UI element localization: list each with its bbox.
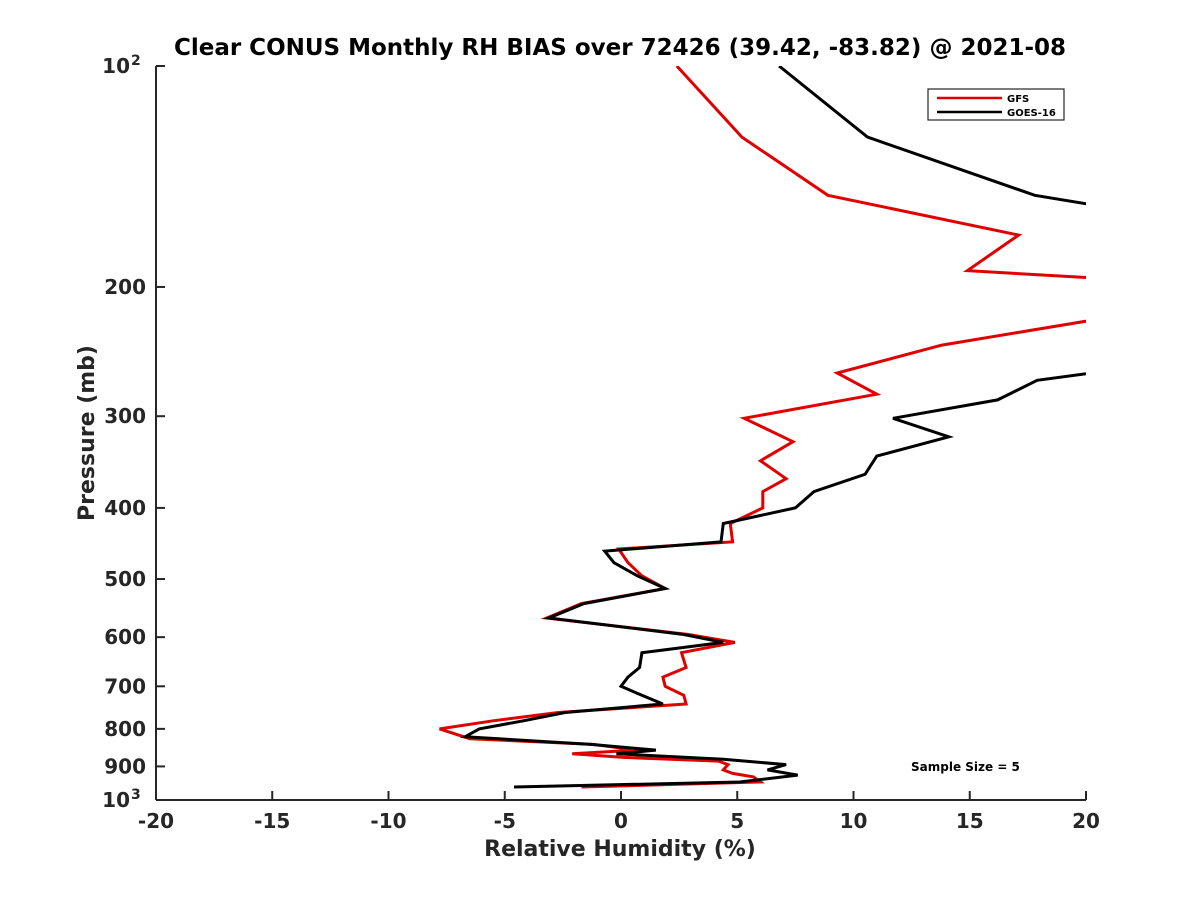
y-tick-label: 800: [104, 717, 146, 741]
series-line-goes-16: [459, 66, 1086, 789]
series-line-gfs: [439, 66, 1086, 789]
y-tick-exponent: 2: [131, 53, 141, 69]
x-tick-label: -10: [370, 809, 406, 833]
y-tick-exponent: 3: [131, 787, 141, 803]
x-tick-label: 5: [730, 809, 744, 833]
y-tick-label: 700: [104, 674, 146, 698]
sample-size-annotation: Sample Size = 5: [911, 760, 1020, 774]
y-tick-label: 300: [104, 404, 146, 428]
y-tick-label: 400: [104, 496, 146, 520]
x-tick-label: 0: [614, 809, 628, 833]
x-tick-label: -15: [254, 809, 290, 833]
x-tick-label: 20: [1072, 809, 1100, 833]
y-tick-label: 10: [102, 788, 130, 812]
y-tick-label: 200: [104, 275, 146, 299]
x-tick-label: 10: [840, 809, 868, 833]
chart-title: Clear CONUS Monthly RH BIAS over 72426 (…: [174, 35, 1066, 61]
y-axis-label: Pressure (mb): [75, 345, 100, 521]
x-tick-label: -5: [494, 809, 516, 833]
x-ticks: -20 -15 -10 -5 0 5 10 15 20: [138, 791, 1100, 833]
x-tick-label: 15: [956, 809, 984, 833]
y-tick-label: 500: [104, 567, 146, 591]
legend: GFS GOES-16: [927, 88, 1065, 121]
axes-layer: [155, 66, 1086, 801]
series-layer: [439, 66, 1086, 789]
x-tick-label: -20: [138, 809, 174, 833]
legend-label: GOES-16: [1007, 108, 1056, 119]
y-tick-label: 900: [104, 754, 146, 778]
legend-box: [927, 88, 1065, 121]
legend-label: GFS: [1007, 94, 1029, 105]
y-tick-label: 10: [102, 54, 130, 78]
x-axis-label: Relative Humidity (%): [484, 837, 756, 862]
y-tick-label: 600: [104, 625, 146, 649]
